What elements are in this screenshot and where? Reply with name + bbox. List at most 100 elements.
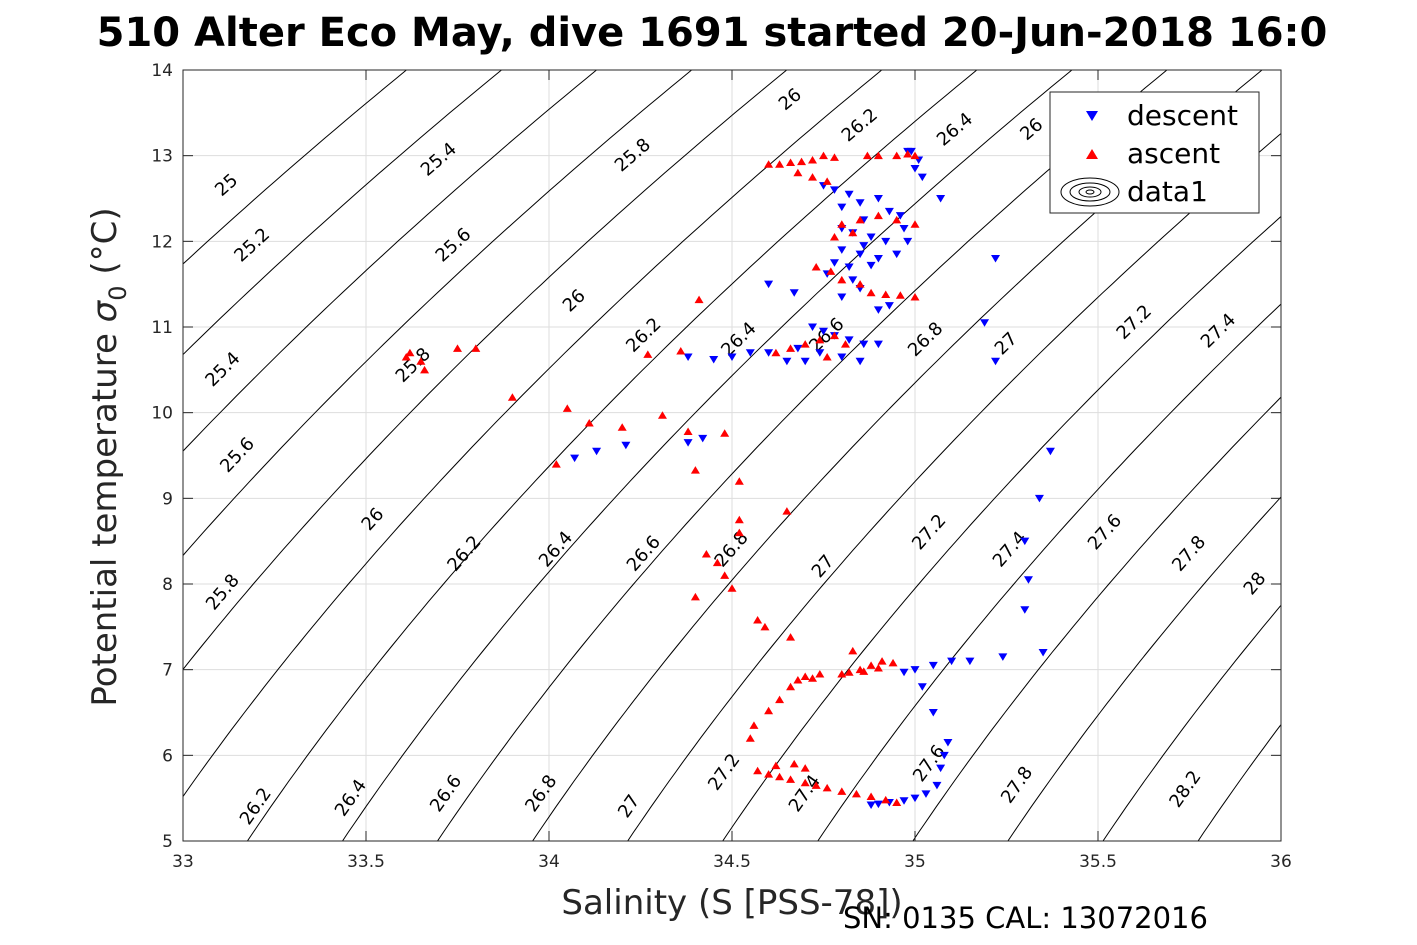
ascent-point (786, 158, 796, 167)
ascent-point (862, 151, 872, 160)
ascent-point (764, 160, 774, 168)
contour-line-25 (183, 70, 408, 265)
contour-line-27-8 (1007, 496, 1281, 841)
descent-point (1034, 494, 1044, 503)
ascent-point (771, 761, 781, 770)
ascent-point (507, 393, 517, 401)
y-tick-label: 6 (162, 746, 173, 766)
descent-point (910, 165, 920, 173)
ascent-point (690, 466, 700, 474)
contour-line-25-8 (183, 70, 788, 671)
ascent-point (822, 352, 832, 361)
y-axis-label-unit: (°C) (85, 207, 125, 285)
ascent-point (471, 344, 481, 352)
descent-point (1023, 576, 1033, 584)
descent-point (892, 250, 902, 259)
ascent-point (881, 795, 891, 804)
ascent-point (848, 228, 858, 237)
ascent-point (797, 157, 807, 166)
y-tick-label: 9 (162, 489, 173, 509)
descent-point (782, 357, 792, 366)
descent-point (855, 357, 865, 366)
x-tick-label: 34 (538, 852, 560, 872)
ascent-point (811, 263, 821, 271)
ascent-point (712, 558, 722, 567)
ascent-point (775, 772, 785, 781)
contour-line-28 (1102, 604, 1281, 841)
descent-point (709, 356, 719, 364)
y-axis-label-main: Potential temperature (85, 322, 125, 706)
descent-point (859, 340, 869, 349)
legend[interactable]: descent ascent data1 (1049, 91, 1260, 214)
chart-title: 510 Alter Eco May, dive 1691 started 20-… (97, 10, 1328, 56)
ascent-point (888, 658, 898, 667)
descent-point (844, 263, 854, 272)
ascent-point (800, 778, 810, 787)
ascent-point (401, 352, 411, 361)
descent-point (903, 237, 913, 246)
ascent-point (643, 350, 653, 358)
contour-line-27-2 (722, 215, 1281, 841)
ascent-point (690, 592, 700, 601)
descent-point (899, 668, 909, 677)
ascent-point (822, 177, 832, 185)
descent-point (764, 280, 774, 289)
y-tick-label: 11 (151, 318, 173, 338)
descent-point (991, 357, 1001, 366)
ascent-point (855, 215, 865, 224)
x-axis-label: Salinity (S [PSS-78]) (561, 883, 902, 923)
y-tick-label: 10 (151, 404, 173, 424)
x-tick-label: 34.5 (713, 852, 751, 872)
ascent-point (808, 155, 818, 164)
ascent-point (895, 291, 905, 299)
descent-point (683, 439, 693, 447)
ascent-point (910, 151, 920, 160)
ascent-point (844, 668, 854, 676)
y-tick-label: 5 (162, 832, 173, 852)
descent-point (936, 195, 946, 203)
descent-point (727, 353, 737, 361)
descent-point (928, 709, 938, 717)
legend-ascent-label: ascent (1127, 137, 1220, 170)
descent-point (881, 237, 891, 246)
ascent-point (800, 340, 810, 348)
y-axis-label-subscript: 0 (104, 285, 132, 300)
ascent-point (683, 427, 693, 436)
ascent-point (734, 515, 744, 524)
contour-line-28-2 (1197, 723, 1281, 841)
descent-point (873, 800, 883, 809)
descent-point (859, 242, 869, 250)
ascent-point (786, 344, 796, 352)
ascent-point (829, 331, 839, 340)
ascent-point (782, 507, 792, 515)
ascent-point (873, 663, 883, 672)
contour-line-26-6 (436, 70, 1168, 841)
descent-point (965, 657, 975, 666)
ascent-point (826, 267, 836, 275)
descent-point (683, 353, 693, 361)
legend-ascent-marker (1086, 149, 1098, 159)
descent-point (873, 195, 883, 203)
ascent-point (910, 220, 920, 228)
ascent-point (881, 290, 891, 298)
descent-point (866, 261, 876, 270)
data-points (401, 147, 1055, 810)
ascent-point (815, 335, 825, 344)
descent-point (980, 319, 990, 327)
legend-data1-label: data1 (1127, 175, 1208, 208)
ascent-point (859, 667, 869, 675)
ascent-point (800, 672, 810, 681)
descent-point (844, 336, 854, 344)
ascent-point (771, 348, 781, 357)
contour-line-27-4 (817, 303, 1281, 841)
descent-point (1020, 537, 1030, 546)
descent-point (621, 441, 631, 450)
descent-point (947, 657, 957, 666)
ascent-point (837, 275, 847, 284)
descent-point (899, 797, 909, 805)
ascent-point (808, 674, 818, 682)
legend-contour-icon (1060, 177, 1120, 207)
ascent-point (877, 657, 887, 665)
descent-point (837, 203, 847, 212)
ascent-point (676, 346, 686, 355)
